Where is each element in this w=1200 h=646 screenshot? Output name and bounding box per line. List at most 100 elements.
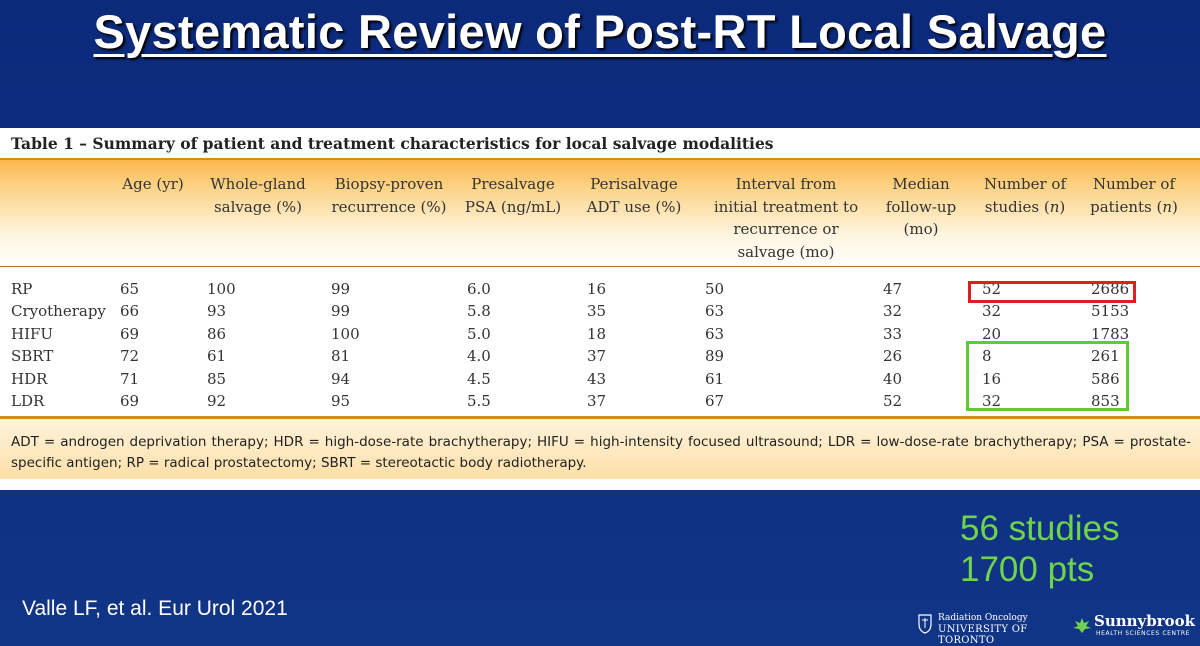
table-cell: 5.0 [467, 324, 491, 343]
column-header-line: Perisalvage [590, 175, 678, 193]
table-cell: 69 [120, 324, 140, 343]
column-header-line: PSA (ng/mL) [464, 197, 562, 216]
column-header-line: follow-up [885, 197, 957, 216]
table-cell: 50 [705, 280, 725, 298]
stats-patients: 1700 pts [960, 550, 1095, 589]
table-cell: 4.5 [467, 369, 491, 388]
table-cell: 32 [883, 302, 903, 321]
column-header: Age (yr) [122, 173, 183, 196]
column-header-line: salvage (mo) [737, 242, 835, 261]
column-header-line: Number of [983, 175, 1066, 193]
table-cell: 261 [1091, 347, 1120, 366]
table-cell: 16 [982, 369, 1002, 388]
row-label: LDR [11, 392, 45, 410]
table-cell: 20 [982, 324, 1002, 343]
table-cell: 71 [120, 369, 140, 388]
table-cell: 100 [207, 280, 236, 298]
column-header-line: salvage (%) [213, 197, 303, 216]
table-cell: 52 [883, 392, 903, 410]
table-cell: 99 [331, 302, 351, 321]
header-band [0, 158, 1200, 268]
sunnybrook-name: Sunnybrook [1094, 612, 1196, 630]
crest-icon [918, 614, 932, 634]
table-cell: 853 [1091, 392, 1120, 410]
table-cell: 67 [705, 392, 725, 410]
table-cell: 37 [587, 392, 607, 410]
stats-studies: 56 studies [960, 509, 1120, 548]
citation: Valle LF, et al. Eur Urol 2021 [22, 597, 288, 620]
rule-top [0, 158, 1200, 160]
table-cell: 66 [120, 302, 140, 321]
row-label: RP [11, 280, 33, 298]
table-cell: 92 [207, 392, 227, 410]
table-cell: 35 [587, 302, 607, 321]
column-header-line: ADT use (%) [586, 197, 682, 216]
table-cell: 16 [587, 280, 607, 298]
table-cell: 2686 [1091, 280, 1130, 298]
rule-header-bottom [0, 266, 1200, 267]
column-header-line: Whole-gland [210, 175, 306, 193]
rp-highlight-box [968, 281, 1136, 303]
row-label: Cryotherapy [11, 302, 106, 321]
column-header: Median follow-up (mo) [886, 173, 956, 241]
column-header-line: studies (n) [984, 197, 1066, 216]
table-cell: 72 [120, 347, 140, 366]
rule-body-bottom [0, 416, 1200, 419]
table-cell: 89 [705, 347, 725, 366]
table-cell: 32 [982, 392, 1002, 410]
row-label: HDR [11, 369, 48, 388]
table-cell: 63 [705, 302, 725, 321]
table-cell: 94 [331, 369, 351, 388]
table-cell: 61 [207, 347, 227, 366]
table-cell: 26 [883, 347, 903, 366]
table-panel: Table 1 – Summary of patient and treatme… [0, 128, 1200, 490]
sunnybrook-sub: HEALTH SCIENCES CENTRE [1096, 630, 1191, 637]
stats-callout: 56 studies 1700 pts [960, 508, 1120, 590]
table-caption: Table 1 – Summary of patient and treatme… [11, 134, 774, 153]
table-footnote: ADT = androgen deprivation therapy; HDR … [11, 434, 1191, 471]
table-cell: 99 [331, 280, 351, 298]
column-header-line: Interval from [735, 175, 837, 193]
table-cell: 4.0 [467, 347, 491, 366]
column-header-line: recurrence (%) [331, 197, 447, 216]
slide-title: Systematic Review of Post-RT Local Salva… [93, 5, 1107, 58]
table-cell: 40 [883, 369, 903, 388]
column-header: Interval from initial treatment to recurre… [714, 173, 858, 263]
leaf-icon [1073, 618, 1091, 633]
table-cell: 52 [982, 280, 1002, 298]
table-cell: 93 [207, 302, 227, 321]
table-cell: 100 [331, 324, 360, 343]
table-cell: 43 [587, 369, 607, 388]
table-cell: 47 [883, 280, 903, 298]
table-cell: 5.8 [467, 302, 491, 321]
table-cell: 86 [207, 324, 227, 343]
column-header-line: Biopsy-proven [334, 175, 444, 193]
column-header: Whole-gland salvage (%) [210, 173, 305, 218]
column-header: Biopsy-proven recurrence (%) [332, 173, 447, 218]
sunnybrook-logo: Sunnybrook HEALTH SCIENCES CENTRE [1072, 612, 1198, 642]
column-header-line: Median [892, 175, 950, 193]
column-header: Number of studies (n) [984, 173, 1066, 218]
table-cell: 586 [1091, 369, 1120, 388]
table-cell: 69 [120, 392, 140, 410]
uoft-name: UNIVERSITY OF TORONTO [938, 624, 1028, 646]
column-header-line: Number of [1093, 175, 1176, 193]
column-header: Perisalvage ADT use (%) [587, 173, 682, 218]
column-header-line: Age (yr) [122, 175, 184, 193]
table-cell: 81 [331, 347, 351, 366]
table-cell: 85 [207, 369, 227, 388]
column-header: Presalvage PSA (ng/mL) [465, 173, 561, 218]
table-cell: 61 [705, 369, 725, 388]
table-cell: 37 [587, 347, 607, 366]
table-cell: 33 [883, 324, 903, 343]
column-header: Number of patients (n) [1090, 173, 1178, 218]
table-cell: 5153 [1091, 302, 1130, 321]
table-cell: 65 [120, 280, 140, 298]
table-cell: 1783 [1091, 324, 1130, 343]
column-header-line: recurrence or [733, 220, 839, 238]
row-label: HIFU [11, 324, 54, 343]
table-cell: 6.0 [467, 280, 491, 298]
table-cell: 18 [587, 324, 607, 343]
column-header-line: (mo) [903, 220, 939, 238]
table-cell: 8 [982, 347, 992, 366]
